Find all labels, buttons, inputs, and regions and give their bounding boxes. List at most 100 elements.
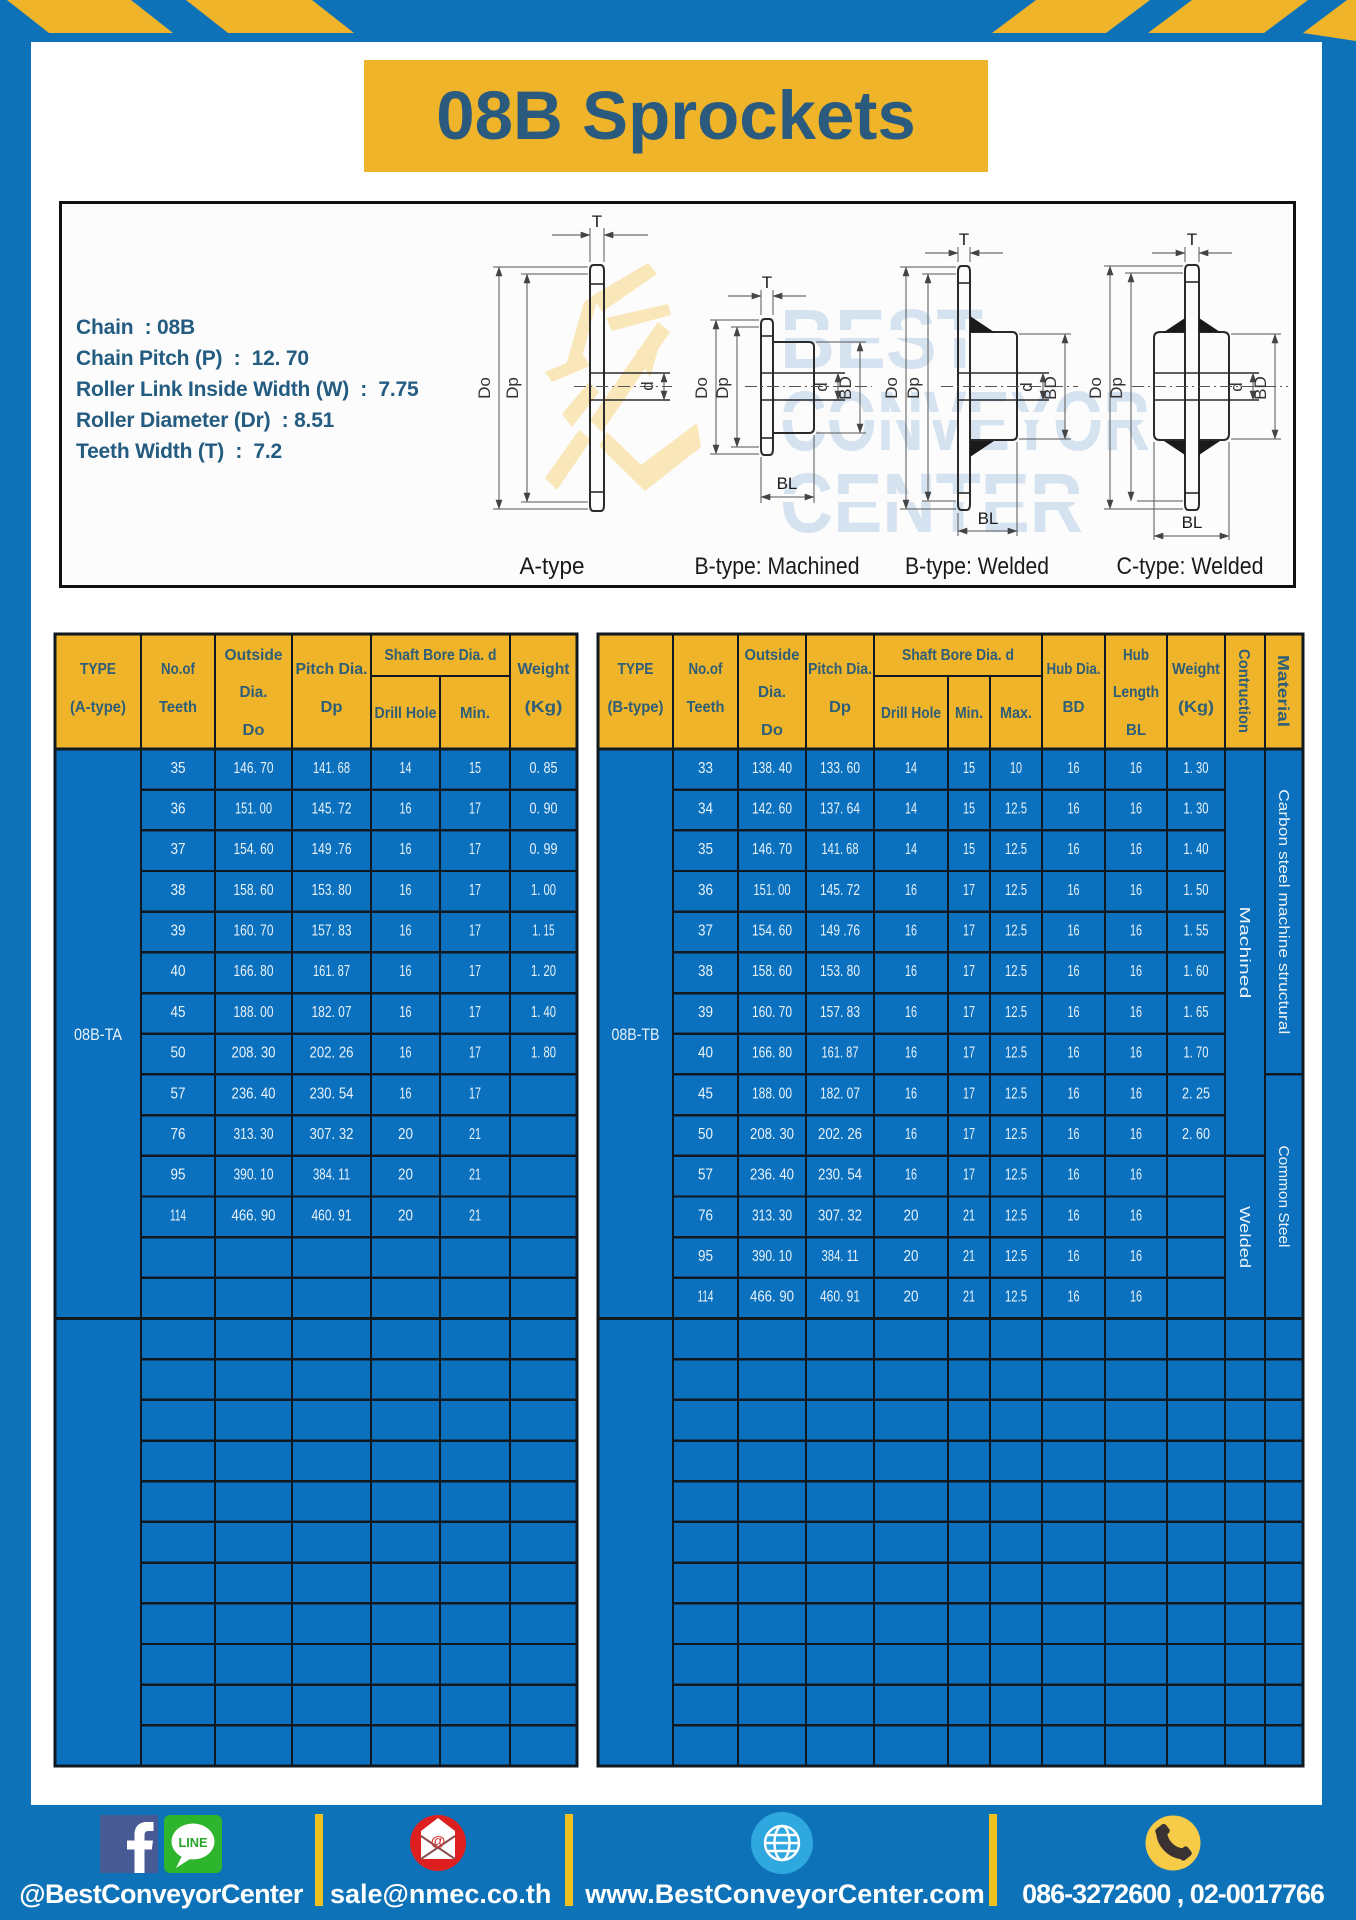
svg-text:16: 16 (1068, 760, 1080, 777)
svg-text:145. 72: 145. 72 (312, 801, 352, 818)
svg-text:21: 21 (963, 1207, 975, 1224)
svg-text:Dp: Dp (321, 699, 343, 716)
svg-text:17: 17 (469, 801, 481, 818)
svg-text:16: 16 (1068, 882, 1080, 899)
svg-text:Machined: Machined (1236, 906, 1253, 998)
svg-text:20: 20 (398, 1207, 413, 1224)
svg-text:45: 45 (698, 1085, 713, 1102)
svg-text:16: 16 (1130, 1289, 1142, 1306)
svg-text:12.5: 12.5 (1005, 923, 1027, 940)
svg-text:Outside: Outside (745, 647, 800, 664)
svg-text:08B-TA: 08B-TA (74, 1025, 123, 1044)
svg-text:Welded: Welded (1236, 1206, 1253, 1268)
svg-text:157. 83: 157. 83 (312, 923, 352, 940)
svg-text:57: 57 (171, 1085, 186, 1102)
svg-text:BL: BL (978, 509, 999, 528)
svg-text:16: 16 (1130, 841, 1142, 858)
svg-text:C-type: Welded: C-type: Welded (1117, 553, 1264, 580)
svg-text:2. 60: 2. 60 (1182, 1126, 1210, 1143)
svg-text:20: 20 (398, 1126, 413, 1143)
svg-text:1. 60: 1. 60 (1184, 963, 1209, 980)
svg-text:d: d (1227, 382, 1246, 391)
svg-text:230. 54: 230. 54 (310, 1085, 354, 1102)
svg-text:T: T (959, 230, 969, 249)
svg-text:Weight: Weight (1172, 661, 1220, 678)
svg-text:142. 60: 142. 60 (752, 801, 792, 818)
svg-text:208. 30: 208. 30 (232, 1045, 276, 1062)
svg-text:B-type: Machined: B-type: Machined (695, 553, 860, 580)
svg-text:1. 80: 1. 80 (531, 1045, 556, 1062)
svg-text:17: 17 (469, 882, 481, 899)
svg-text:Contruction: Contruction (1235, 649, 1252, 733)
svg-text:Dia.: Dia. (758, 684, 786, 701)
svg-text:16: 16 (905, 1004, 917, 1021)
svg-text:BL: BL (1126, 722, 1146, 739)
svg-text:14: 14 (905, 760, 917, 777)
svg-text:Do: Do (1086, 377, 1105, 399)
svg-text:34: 34 (698, 801, 713, 818)
svg-text:Length: Length (1113, 684, 1159, 701)
svg-text:50: 50 (698, 1126, 713, 1143)
svg-text:BD: BD (1063, 699, 1085, 716)
svg-text:40: 40 (171, 963, 186, 980)
svg-text:20: 20 (904, 1248, 919, 1265)
svg-text:20: 20 (904, 1289, 919, 1306)
svg-text:12.5: 12.5 (1005, 1289, 1027, 1306)
svg-text:TYPE: TYPE (80, 661, 116, 678)
svg-text:15: 15 (963, 801, 975, 818)
svg-text:Min.: Min. (955, 705, 983, 722)
svg-text:17: 17 (469, 841, 481, 858)
svg-text:313. 30: 313. 30 (752, 1207, 792, 1224)
svg-text:No.of: No.of (161, 661, 196, 678)
svg-text:Pitch Dia.: Pitch Dia. (808, 661, 872, 678)
svg-text:114: 114 (170, 1207, 186, 1224)
svg-text:16: 16 (1130, 963, 1142, 980)
svg-text:16: 16 (400, 923, 412, 940)
svg-text:Outside: Outside (225, 647, 283, 664)
svg-text:1. 40: 1. 40 (1184, 841, 1209, 858)
svg-text:21: 21 (469, 1167, 481, 1184)
svg-text:16: 16 (1130, 882, 1142, 899)
svg-text:BEST: BEST (780, 292, 983, 386)
svg-text:20: 20 (904, 1207, 919, 1224)
svg-text:460. 91: 460. 91 (820, 1289, 860, 1306)
svg-text:15: 15 (469, 760, 481, 777)
svg-text:57: 57 (698, 1167, 713, 1184)
svg-text:Hub Dia.: Hub Dia. (1047, 661, 1101, 678)
svg-text:17: 17 (963, 1045, 975, 1062)
svg-text:12.5: 12.5 (1005, 1207, 1027, 1224)
svg-text:16: 16 (1130, 1167, 1142, 1184)
svg-text:17: 17 (469, 923, 481, 940)
svg-text:BD: BD (1251, 376, 1270, 400)
svg-text:149 .76: 149 .76 (312, 841, 352, 858)
svg-text:16: 16 (400, 841, 412, 858)
svg-text:14: 14 (400, 760, 412, 777)
svg-text:Dp: Dp (904, 377, 923, 399)
svg-text:38: 38 (698, 963, 713, 980)
svg-text:36: 36 (698, 882, 713, 899)
svg-text:17: 17 (963, 1126, 975, 1143)
svg-text:202. 26: 202. 26 (818, 1126, 862, 1143)
svg-text:138. 40: 138. 40 (752, 760, 792, 777)
svg-text:390. 10: 390. 10 (234, 1167, 274, 1184)
svg-text:157. 83: 157. 83 (820, 1004, 860, 1021)
svg-text:Do: Do (761, 722, 783, 739)
svg-text:17: 17 (469, 1045, 481, 1062)
svg-text:17: 17 (963, 1085, 975, 1102)
svg-text:0. 90: 0. 90 (530, 801, 558, 818)
svg-text:1. 00: 1. 00 (531, 882, 556, 899)
svg-text:160. 70: 160. 70 (752, 1004, 792, 1021)
svg-text:B-type: Welded: B-type: Welded (905, 553, 1049, 580)
svg-text:40: 40 (698, 1045, 713, 1062)
svg-text:141. 68: 141. 68 (822, 841, 859, 858)
svg-text:16: 16 (1068, 1045, 1080, 1062)
svg-text:154. 60: 154. 60 (752, 923, 792, 940)
svg-text:160. 70: 160. 70 (234, 923, 274, 940)
svg-text:166. 80: 166. 80 (234, 963, 274, 980)
svg-text:16: 16 (905, 1167, 917, 1184)
svg-text:16: 16 (905, 1045, 917, 1062)
svg-text:Do: Do (243, 722, 265, 739)
svg-text:236. 40: 236. 40 (232, 1085, 276, 1102)
svg-text:Do: Do (882, 377, 901, 399)
svg-text:1. 70: 1. 70 (1184, 1045, 1209, 1062)
